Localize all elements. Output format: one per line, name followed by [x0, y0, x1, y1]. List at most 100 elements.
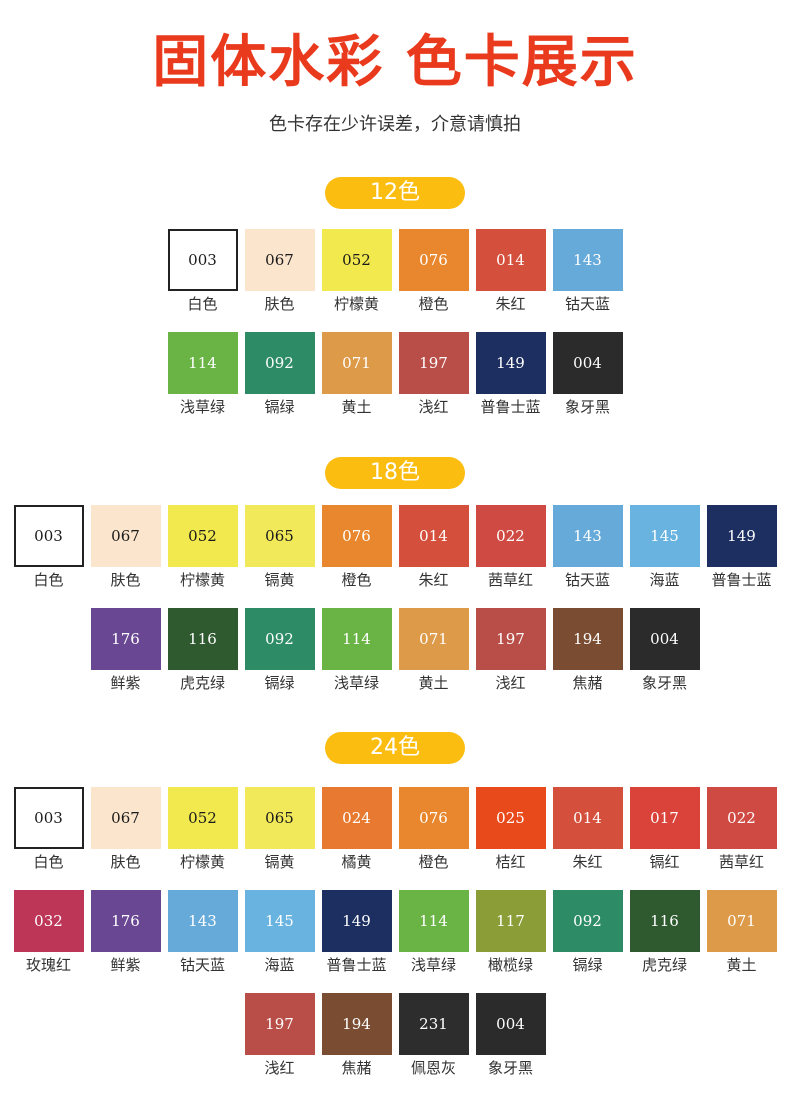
- color-swatch: 194: [552, 608, 623, 670]
- color-card: 114 浅草绿: [167, 332, 238, 417]
- color-name: 佩恩灰: [410, 1059, 456, 1077]
- color-swatch: 114: [167, 332, 238, 394]
- color-name: 朱红: [418, 571, 449, 589]
- color-card: 022 茜草红: [706, 787, 777, 872]
- color-card: 145 海蓝: [244, 890, 315, 975]
- color-name: 海蓝: [264, 956, 295, 974]
- color-name: 鲜紫: [110, 674, 141, 692]
- color-swatch: 092: [552, 890, 623, 952]
- color-name: 橄榄绿: [487, 956, 533, 974]
- color-card: 197 浅红: [398, 332, 469, 417]
- swatch-row: 197 浅红 194 焦赭 231 佩恩灰 004 象牙黑: [0, 993, 790, 1078]
- color-name: 黄土: [418, 674, 449, 692]
- color-name: 橙色: [418, 853, 449, 871]
- color-card: 065 镉黄: [244, 505, 315, 590]
- color-swatch: 003: [167, 229, 238, 291]
- color-swatch: 003: [13, 505, 84, 567]
- color-name: 海蓝: [649, 571, 680, 589]
- color-card: 149 普鲁士蓝: [475, 332, 546, 417]
- swatch-row: 114 浅草绿 092 镉绿 071 黄土 197 浅红 149 普鲁士蓝 004 象牙黑: [0, 332, 790, 417]
- color-swatch: 052: [321, 229, 392, 291]
- color-swatch: 004: [629, 608, 700, 670]
- swatch-row: 176 鲜紫 116 虎克绿 092 镉绿 114 浅草绿 071 黄土 197 浅红 194 焦赭 004…: [0, 608, 790, 693]
- color-card: 092 镉绿: [244, 332, 315, 417]
- color-swatch: 231: [398, 993, 469, 1055]
- color-card: 067 肤色: [90, 787, 161, 872]
- color-name: 镉黄: [264, 853, 295, 871]
- page-title: 固体水彩 色卡展示: [152, 30, 638, 95]
- color-card: 231 佩恩灰: [398, 993, 469, 1078]
- color-card: 003 白色: [13, 505, 84, 590]
- color-swatch: 022: [475, 505, 546, 567]
- color-card: 076 橙色: [398, 787, 469, 872]
- color-name: 象牙黑: [487, 1059, 533, 1077]
- color-name: 普鲁士蓝: [711, 571, 772, 589]
- color-name: 橙色: [341, 571, 372, 589]
- color-name: 肤色: [110, 853, 141, 871]
- color-card: 176 鲜紫: [90, 890, 161, 975]
- color-card: 076 橙色: [321, 505, 392, 590]
- swatch-row: 003 白色 067 肤色 052 柠檬黄 076 橙色 014 朱红 143 钴天蓝: [0, 229, 790, 314]
- color-name: 镉红: [649, 853, 680, 871]
- color-name: 浅草绿: [410, 956, 456, 974]
- color-name: 钴天蓝: [564, 571, 610, 589]
- color-name: 镉绿: [264, 398, 295, 416]
- color-swatch: 032: [13, 890, 84, 952]
- color-card: 071 黄土: [321, 332, 392, 417]
- color-card: 004 象牙黑: [475, 993, 546, 1078]
- color-swatch: 197: [398, 332, 469, 394]
- color-name: 黄土: [341, 398, 372, 416]
- swatch-row: 003 白色 067 肤色 052 柠檬黄 065 镉黄 076 橙色 014 朱红 022 茜草红 143…: [0, 505, 790, 590]
- color-swatch: 003: [13, 787, 84, 849]
- color-card: 025 桔红: [475, 787, 546, 872]
- color-name: 虎克绿: [179, 674, 225, 692]
- color-name: 钴天蓝: [179, 956, 225, 974]
- swatch-row: 032 玫瑰红 176 鲜紫 143 钴天蓝 145 海蓝 149 普鲁士蓝 114 浅草绿 117 橄榄…: [0, 890, 790, 975]
- color-name: 鲜紫: [110, 956, 141, 974]
- color-card: 014 朱红: [475, 229, 546, 314]
- color-swatch: 067: [90, 505, 161, 567]
- color-swatch: 145: [629, 505, 700, 567]
- color-card: 004 象牙黑: [552, 332, 623, 417]
- color-swatch: 004: [475, 993, 546, 1055]
- color-name: 肤色: [110, 571, 141, 589]
- color-card: 194 焦赭: [321, 993, 392, 1078]
- color-card: 071 黄土: [398, 608, 469, 693]
- color-swatch: 076: [398, 229, 469, 291]
- color-card: 092 镉绿: [244, 608, 315, 693]
- color-card: 197 浅红: [475, 608, 546, 693]
- color-card: 052 柠檬黄: [167, 787, 238, 872]
- color-swatch: 014: [398, 505, 469, 567]
- color-name: 虎克绿: [641, 956, 687, 974]
- color-card: 014 朱红: [552, 787, 623, 872]
- color-swatch: 116: [167, 608, 238, 670]
- color-name: 茜草红: [487, 571, 533, 589]
- color-swatch: 149: [706, 505, 777, 567]
- color-swatch: 004: [552, 332, 623, 394]
- color-swatch: 071: [321, 332, 392, 394]
- color-swatch: 149: [475, 332, 546, 394]
- color-card: 114 浅草绿: [321, 608, 392, 693]
- color-name: 朱红: [572, 853, 603, 871]
- color-name: 钴天蓝: [564, 295, 610, 313]
- color-card: 052 柠檬黄: [321, 229, 392, 314]
- color-card: 197 浅红: [244, 993, 315, 1078]
- color-name: 肤色: [264, 295, 295, 313]
- color-swatch: 052: [167, 787, 238, 849]
- color-card: 145 海蓝: [629, 505, 700, 590]
- swatch-row: 003 白色 067 肤色 052 柠檬黄 065 镉黄 024 橘黄 076 橙色 025 桔红 014 朱…: [0, 787, 790, 872]
- color-name: 橙色: [418, 295, 449, 313]
- color-card: 022 茜草红: [475, 505, 546, 590]
- color-name: 浅草绿: [179, 398, 225, 416]
- color-swatch: 065: [244, 505, 315, 567]
- color-name: 柠檬黄: [179, 571, 225, 589]
- color-name: 镉绿: [572, 956, 603, 974]
- color-name: 玫瑰红: [25, 956, 71, 974]
- color-name: 焦赭: [341, 1059, 372, 1077]
- color-swatch: 067: [90, 787, 161, 849]
- color-name: 象牙黑: [641, 674, 687, 692]
- color-card: 116 虎克绿: [629, 890, 700, 975]
- color-card: 117 橄榄绿: [475, 890, 546, 975]
- color-card: 149 普鲁士蓝: [321, 890, 392, 975]
- color-swatch: 092: [244, 332, 315, 394]
